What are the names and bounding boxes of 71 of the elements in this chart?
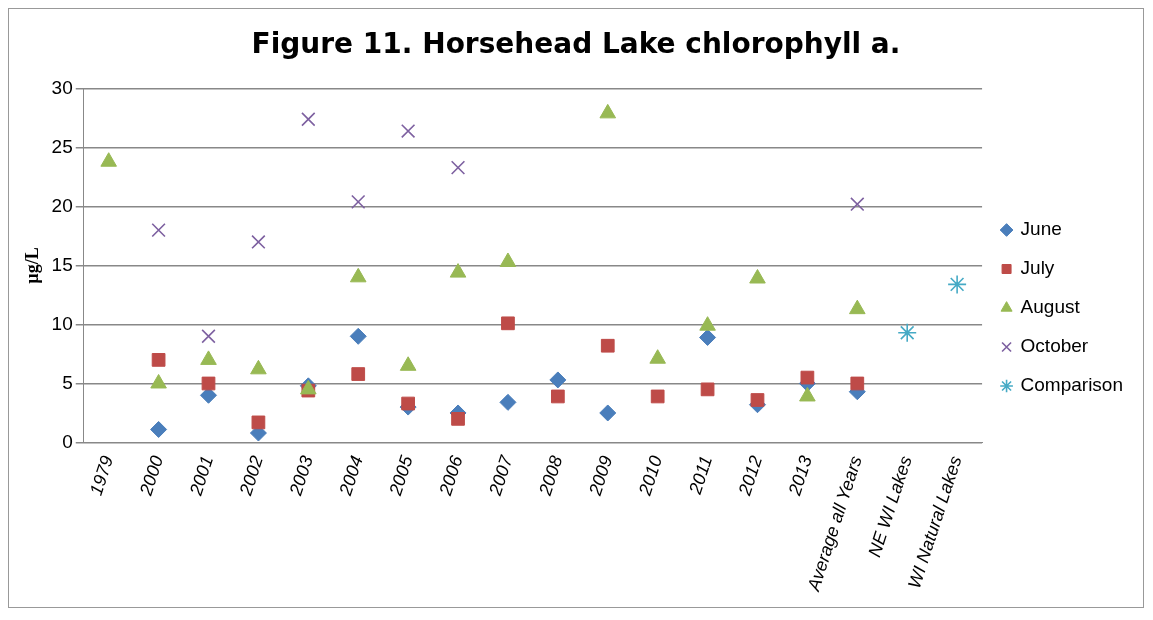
y-tick-label: 20	[51, 194, 73, 216]
x-tick-label: 2008	[534, 453, 567, 499]
point	[349, 267, 367, 283]
point	[250, 359, 267, 375]
x-tick-label: NE WI Lakes	[864, 453, 916, 560]
point	[850, 376, 865, 391]
point	[150, 420, 168, 438]
point	[897, 322, 918, 343]
point	[399, 356, 417, 371]
point	[599, 404, 617, 422]
point	[499, 393, 517, 411]
x-tick-label: 2009	[584, 453, 617, 499]
y-tick-label: 0	[62, 430, 73, 452]
point	[100, 152, 117, 167]
point	[800, 370, 815, 385]
y-tick-label: 25	[51, 135, 73, 157]
point	[351, 367, 366, 381]
legend-label: October	[1020, 335, 1089, 357]
x-tick-label: 2002	[235, 453, 267, 499]
point	[649, 349, 666, 364]
point	[251, 415, 266, 430]
legend-label: June	[1020, 218, 1062, 240]
point	[700, 382, 715, 397]
point	[499, 252, 517, 267]
point	[349, 327, 367, 345]
x-tick-label: 1979	[85, 453, 118, 498]
point	[599, 103, 617, 119]
point	[151, 353, 166, 367]
point	[750, 393, 765, 407]
x-tick-label: 2004	[335, 453, 367, 499]
y-tick-label: 10	[51, 312, 73, 334]
y-tick-label: 5	[62, 371, 73, 393]
y-axis-title: µg/L	[22, 247, 43, 284]
point	[650, 389, 665, 404]
x-tick-label: 2000	[135, 453, 168, 499]
y-tick-label: 15	[51, 253, 73, 275]
x-tick-label: 2012	[734, 453, 767, 499]
point	[450, 160, 466, 175]
point	[549, 371, 567, 389]
x-tick-label: 2013	[784, 453, 816, 499]
point	[947, 274, 967, 295]
point	[501, 316, 515, 331]
x-tick-label: 2007	[484, 452, 517, 499]
x-tick-label: 2003	[285, 453, 317, 499]
x-tick-label: 2005	[384, 452, 417, 499]
x-tick-label: 2006	[434, 452, 467, 499]
point	[451, 412, 465, 426]
legend-label: August	[1020, 296, 1081, 318]
point	[201, 329, 216, 344]
point	[699, 316, 716, 331]
point	[351, 194, 366, 209]
point	[849, 299, 866, 315]
point	[251, 234, 266, 250]
point	[550, 389, 565, 404]
point	[850, 197, 865, 212]
x-tick-label: 2001	[185, 453, 218, 499]
point	[600, 338, 615, 353]
legend-label: Comparison	[1020, 374, 1124, 396]
point	[400, 123, 416, 139]
x-tick-label: 2010	[634, 453, 667, 499]
point	[749, 269, 766, 284]
point	[401, 396, 415, 411]
legend-label: July	[1020, 257, 1055, 279]
point	[301, 112, 316, 127]
point	[201, 376, 216, 391]
point	[699, 328, 717, 346]
point	[151, 222, 166, 238]
chart-title: Figure 11. Horsehead Lake chlorophyll a.	[251, 27, 901, 61]
y-tick-label: 30	[51, 76, 73, 98]
x-tick-label: 2011	[684, 453, 717, 498]
point	[449, 263, 467, 278]
